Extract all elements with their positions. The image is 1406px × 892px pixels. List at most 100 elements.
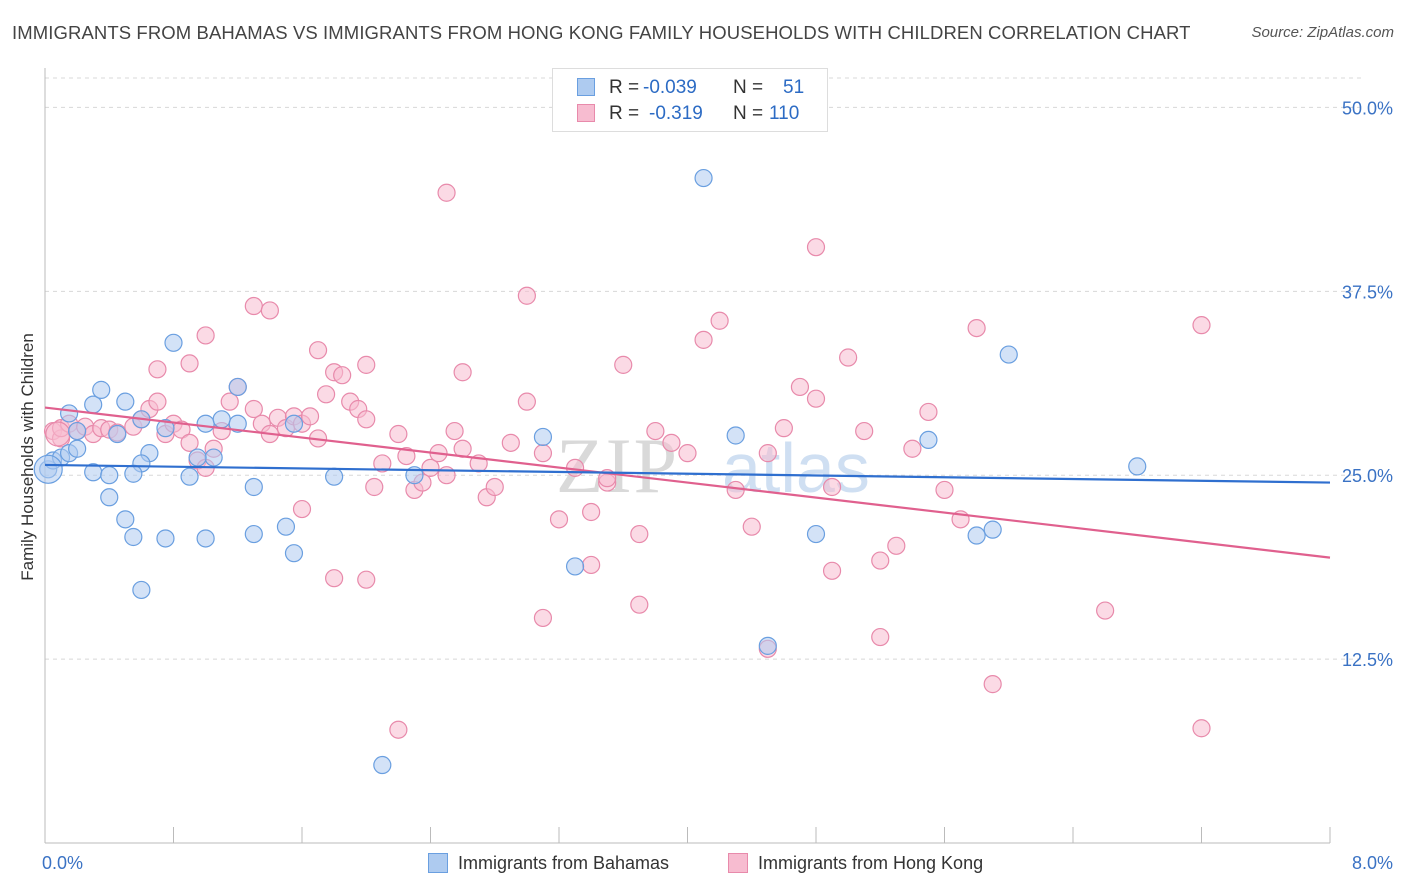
- bahamas-point-17: [284, 414, 304, 433]
- hong-kong-point-large: [45, 421, 71, 447]
- hong-kong-point-13: [148, 392, 167, 411]
- hong-kong-point-88: [308, 341, 328, 360]
- hong-kong-point-102: [806, 238, 826, 257]
- hong-kong-point-68: [742, 517, 761, 536]
- hong-kong-point-75: [855, 421, 874, 441]
- hong-kong-point-41: [389, 424, 408, 444]
- hong-kong-point-72: [806, 389, 826, 408]
- bahamas-point-18: [68, 439, 87, 458]
- hong-kong-point-65: [694, 330, 713, 349]
- trend-lines: [44, 406, 1331, 559]
- hong-kong-point-56: [549, 510, 569, 529]
- hong-kong-point-93: [582, 555, 601, 575]
- bahamas-point-32: [124, 527, 143, 547]
- bahamas-point-43: [919, 430, 938, 450]
- legend-n-label: N =: [733, 103, 764, 124]
- hong-kong-point-100: [325, 569, 344, 588]
- hong-kong-point-52: [485, 477, 504, 497]
- hong-kong-point-53: [501, 433, 520, 452]
- hong-kong-point-91: [517, 286, 536, 305]
- bahamas-point-46: [999, 345, 1018, 364]
- hong-kong-point-39: [365, 477, 384, 497]
- y-tick-label-3: 50.0%: [1342, 98, 1393, 118]
- hong-kong-point-79: [919, 402, 938, 422]
- x-tick-labels: 0.0% 8.0%: [42, 853, 1393, 873]
- bahamas-point-7: [92, 380, 111, 399]
- hong-kong-point-55: [533, 444, 553, 463]
- trend-line-hong-kong: [44, 406, 1331, 559]
- bahamas-point-49: [758, 636, 777, 655]
- hong-kong-point-71: [790, 377, 810, 397]
- chart-title: IMMIGRANTS FROM BAHAMAS VS IMMIGRANTS FR…: [12, 22, 1191, 43]
- bahamas-point-25: [124, 464, 143, 483]
- legend-swatch-pink: [728, 853, 748, 873]
- hong-kong-point-86: [244, 296, 263, 316]
- bahamas-point-41: [726, 426, 745, 445]
- bahamas-point-50: [373, 755, 392, 775]
- hong-kong-point-70: [774, 419, 793, 438]
- bahamas-point-34: [196, 529, 215, 548]
- hong-kong-point-54: [517, 392, 536, 411]
- hong-kong-point-107: [1192, 316, 1211, 335]
- hong-kong-point-63: [662, 433, 681, 452]
- x-tick-label-1: 8.0%: [1352, 853, 1393, 873]
- y-tick-label-0: 12.5%: [1342, 650, 1393, 670]
- bahamas-point-31: [116, 510, 135, 529]
- bahamas-point-38: [132, 580, 151, 600]
- gridlines: [45, 77, 1365, 660]
- hong-kong-point-66: [710, 311, 729, 330]
- bahamas-point-45: [983, 520, 1002, 539]
- hong-kong-point-76: [871, 551, 890, 570]
- hong-kong-point-101: [357, 570, 376, 589]
- hong-kong-point-105: [983, 675, 1002, 694]
- hong-kong-point-58: [582, 502, 601, 522]
- hong-kong-point-24: [244, 399, 263, 419]
- hong-kong-point-106: [1096, 601, 1115, 620]
- y-tick-labels: 12.5% 25.0% 37.5% 50.0%: [1342, 98, 1393, 670]
- hong-kong-point-103: [437, 183, 456, 202]
- bahamas-point-44: [967, 526, 986, 545]
- bahamas-point-33: [156, 529, 175, 548]
- series-bahamas-points: [33, 168, 1147, 775]
- hong-kong-point-38: [357, 410, 376, 429]
- hong-kong-point-90: [453, 363, 472, 382]
- legend-label-hong-kong: Immigrants from Hong Kong: [758, 853, 984, 873]
- legend-r-value: -0.039: [643, 77, 697, 98]
- bahamas-point-30: [100, 488, 119, 507]
- hong-kong-point-97: [822, 561, 842, 580]
- hong-kong-point-98: [389, 720, 408, 739]
- hong-kong-point-74: [839, 348, 858, 367]
- legend-swatch-pink: [577, 104, 595, 122]
- hong-kong-point-77: [887, 536, 906, 555]
- bahamas-point-24: [100, 466, 119, 485]
- hong-kong-point-45: [421, 458, 440, 477]
- bahamas-point-26: [180, 467, 199, 486]
- legend-swatch-blue: [577, 78, 595, 96]
- legend-r-label: R =: [609, 103, 640, 124]
- series-hong-kong-points: [43, 183, 1211, 739]
- bahamas-point-27: [325, 467, 344, 486]
- bahamas-point-11: [108, 424, 127, 444]
- hong-kong-point-73: [822, 477, 842, 497]
- bahamas-point-16: [228, 414, 247, 433]
- bahamas-point-42: [806, 524, 826, 544]
- hong-kong-point-84: [180, 354, 199, 373]
- bahamas-point-14: [156, 419, 175, 438]
- bahamas-point-48: [694, 168, 713, 188]
- chart-source: Source: ZipAtlas.com: [1251, 24, 1394, 41]
- hong-kong-point-87: [260, 301, 279, 320]
- bahamas-point-35: [244, 524, 263, 544]
- hong-kong-point-69: [758, 444, 777, 463]
- bahamas-point-39: [533, 427, 553, 447]
- legend-n-value: 51: [783, 77, 805, 98]
- hong-kong-point-80: [935, 480, 954, 500]
- trend-line-bahamas: [44, 463, 1331, 484]
- bahamas-point-13: [196, 414, 215, 433]
- hong-kong-point-62: [646, 421, 665, 441]
- hong-kong-point-48: [445, 421, 464, 441]
- y-tick-label-1: 25.0%: [1342, 466, 1393, 486]
- bahamas-point-40: [565, 557, 585, 576]
- correlation-legend: R = -0.039 N = 51 R = -0.319 N = 110: [552, 68, 828, 132]
- hong-kong-point-85: [196, 326, 215, 345]
- hong-kong-point-78: [903, 439, 922, 458]
